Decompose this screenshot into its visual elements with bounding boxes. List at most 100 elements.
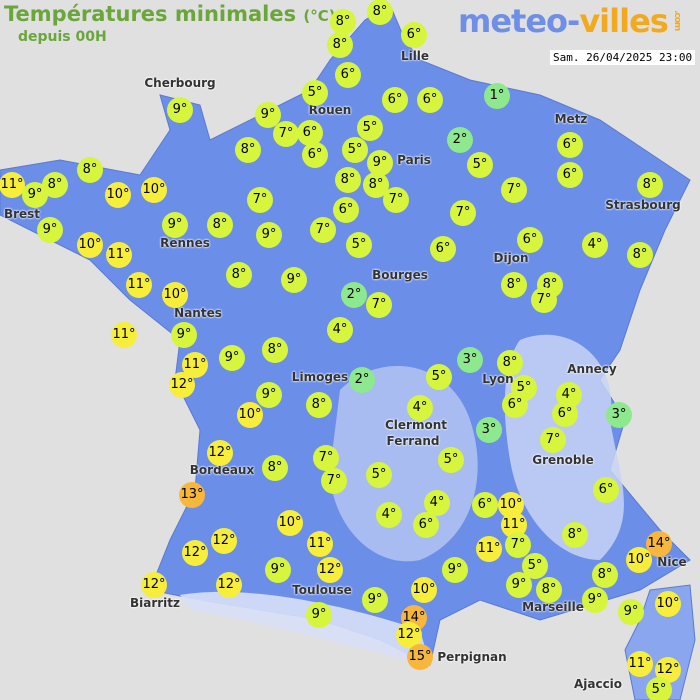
temperature-marker[interactable]: 8° <box>262 337 288 363</box>
temperature-marker[interactable]: 6° <box>552 401 578 427</box>
temperature-marker[interactable]: 7° <box>450 200 476 226</box>
temperature-marker[interactable]: 9° <box>171 322 197 348</box>
temperature-marker[interactable]: 8° <box>367 0 393 25</box>
temperature-marker[interactable]: 9° <box>367 150 393 176</box>
temperature-marker[interactable]: 7° <box>531 287 557 313</box>
temperature-marker[interactable]: 12° <box>317 557 343 583</box>
temperature-marker[interactable]: 7° <box>501 177 527 203</box>
temperature-marker[interactable]: 5° <box>342 137 368 163</box>
temperature-marker[interactable]: 8° <box>637 172 663 198</box>
temperature-marker[interactable]: 12° <box>207 440 233 466</box>
temperature-marker[interactable]: 9° <box>618 599 644 625</box>
temperature-marker[interactable]: 5° <box>357 115 383 141</box>
temperature-marker[interactable]: 14° <box>646 531 672 557</box>
temperature-marker[interactable]: 4° <box>327 317 353 343</box>
temperature-marker[interactable]: 8° <box>330 9 356 35</box>
temperature-marker[interactable]: 1° <box>484 83 510 109</box>
temperature-marker[interactable]: 11° <box>182 352 208 378</box>
temperature-marker[interactable]: 9° <box>442 557 468 583</box>
temperature-marker[interactable]: 6° <box>502 392 528 418</box>
temperature-marker[interactable]: 6° <box>593 477 619 503</box>
temperature-marker[interactable]: 10° <box>411 577 437 603</box>
temperature-marker[interactable]: 10° <box>655 591 681 617</box>
temperature-marker[interactable]: 12° <box>182 540 208 566</box>
temperature-marker[interactable]: 9° <box>306 602 332 628</box>
temperature-marker[interactable]: 8° <box>226 262 252 288</box>
temperature-marker[interactable]: 6° <box>413 512 439 538</box>
temperature-marker[interactable]: 3° <box>606 402 632 428</box>
temperature-marker[interactable]: 6° <box>557 132 583 158</box>
temperature-marker[interactable]: 5° <box>346 232 372 258</box>
temperature-marker[interactable]: 10° <box>105 182 131 208</box>
temperature-marker[interactable]: 6° <box>382 87 408 113</box>
temperature-marker[interactable]: 8° <box>497 350 523 376</box>
temperature-marker[interactable]: 9° <box>582 587 608 613</box>
temperature-marker[interactable]: 6° <box>401 22 427 48</box>
temperature-marker[interactable]: 8° <box>501 272 527 298</box>
temperature-marker[interactable]: 11° <box>126 272 152 298</box>
temperature-marker[interactable]: 8° <box>42 172 68 198</box>
temperature-marker[interactable]: 7° <box>247 187 273 213</box>
temperature-marker[interactable]: 7° <box>505 532 531 558</box>
temperature-marker[interactable]: 12° <box>211 528 237 554</box>
temperature-marker[interactable]: 2° <box>349 367 375 393</box>
temperature-marker[interactable]: 6° <box>557 162 583 188</box>
temperature-marker[interactable]: 4° <box>424 490 450 516</box>
temperature-marker[interactable]: 6° <box>430 236 456 262</box>
temperature-marker[interactable]: 8° <box>627 242 653 268</box>
temperature-marker[interactable]: 6° <box>517 227 543 253</box>
temperature-marker[interactable]: 9° <box>265 557 291 583</box>
temperature-marker[interactable]: 5° <box>467 152 493 178</box>
temperature-marker[interactable]: 10° <box>277 510 303 536</box>
temperature-marker[interactable]: 7° <box>310 217 336 243</box>
temperature-marker[interactable]: 8° <box>335 167 361 193</box>
temperature-marker[interactable]: 8° <box>327 32 353 58</box>
temperature-marker[interactable]: 8° <box>306 392 332 418</box>
temperature-marker[interactable]: 6° <box>333 197 359 223</box>
temperature-marker[interactable]: 7° <box>313 445 339 471</box>
temperature-marker[interactable]: 8° <box>562 522 588 548</box>
temperature-marker[interactable]: 8° <box>235 137 261 163</box>
temperature-marker[interactable]: 12° <box>216 572 242 598</box>
temperature-marker[interactable]: 13° <box>179 482 205 508</box>
temperature-marker[interactable]: 9° <box>362 587 388 613</box>
temperature-marker[interactable]: 5° <box>426 364 452 390</box>
temperature-marker[interactable]: 12° <box>169 372 195 398</box>
temperature-marker[interactable]: 8° <box>262 455 288 481</box>
temperature-marker[interactable]: 11° <box>476 536 502 562</box>
temperature-marker[interactable]: 4° <box>376 502 402 528</box>
temperature-marker[interactable]: 11° <box>106 242 132 268</box>
temperature-marker[interactable]: 9° <box>281 267 307 293</box>
temperature-marker[interactable]: 8° <box>536 577 562 603</box>
temperature-marker[interactable]: 11° <box>307 531 333 557</box>
temperature-marker[interactable]: 6° <box>472 492 498 518</box>
temperature-marker[interactable]: 7° <box>366 292 392 318</box>
temperature-marker[interactable]: 11° <box>627 651 653 677</box>
temperature-marker[interactable]: 9° <box>219 345 245 371</box>
temperature-marker[interactable]: 8° <box>592 562 618 588</box>
temperature-marker[interactable]: 9° <box>506 572 532 598</box>
temperature-marker[interactable]: 6° <box>417 87 443 113</box>
temperature-marker[interactable]: 10° <box>77 232 103 258</box>
logo[interactable]: meteo-villes .com <box>458 2 682 40</box>
temperature-marker[interactable]: 9° <box>162 212 188 238</box>
temperature-marker[interactable]: 8° <box>77 157 103 183</box>
temperature-marker[interactable]: 8° <box>207 212 233 238</box>
temperature-marker[interactable]: 3° <box>457 347 483 373</box>
temperature-marker[interactable]: 12° <box>141 572 167 598</box>
temperature-marker[interactable]: 2° <box>447 127 473 153</box>
temperature-marker[interactable]: 9° <box>256 382 282 408</box>
temperature-marker[interactable]: 2° <box>341 282 367 308</box>
temperature-marker[interactable]: 11° <box>111 322 137 348</box>
temperature-marker[interactable]: 10° <box>237 402 263 428</box>
temperature-marker[interactable]: 4° <box>582 232 608 258</box>
temperature-marker[interactable]: 10° <box>141 177 167 203</box>
temperature-marker[interactable]: 6° <box>302 142 328 168</box>
temperature-marker[interactable]: 4° <box>407 395 433 421</box>
temperature-marker[interactable]: 12° <box>396 622 422 648</box>
temperature-marker[interactable]: 11° <box>0 172 25 198</box>
temperature-marker[interactable]: 5° <box>366 462 392 488</box>
temperature-marker[interactable]: 6° <box>335 62 361 88</box>
temperature-marker[interactable]: 7° <box>383 187 409 213</box>
temperature-marker[interactable]: 6° <box>297 120 323 146</box>
